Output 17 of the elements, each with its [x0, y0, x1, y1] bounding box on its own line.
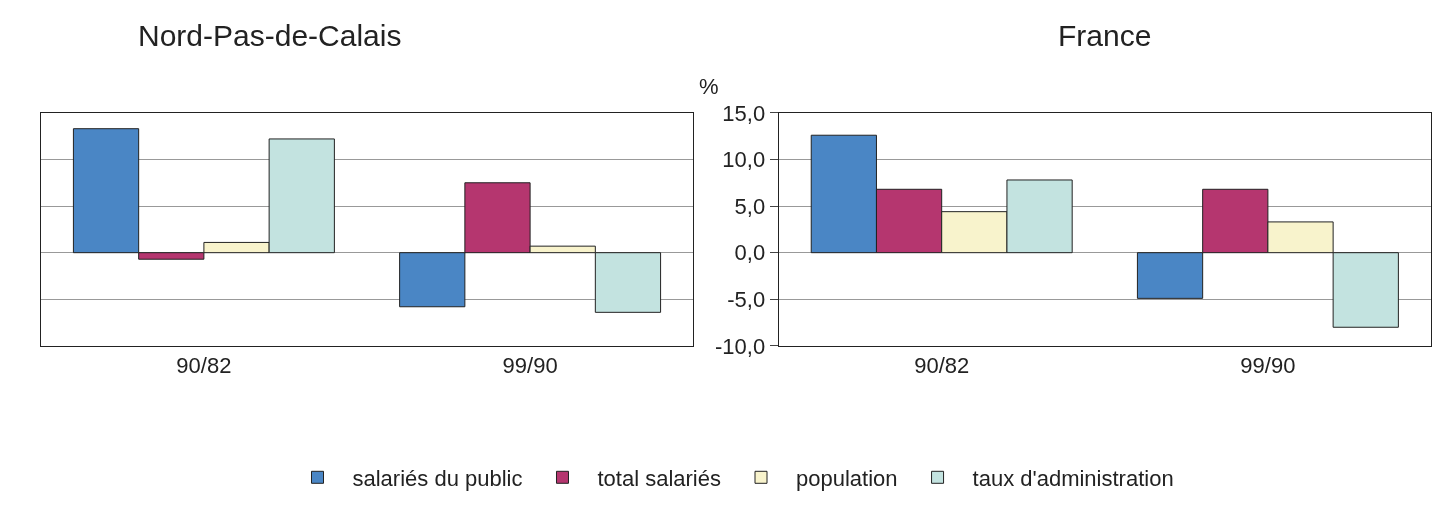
y-tick-label: 15,0	[722, 100, 766, 126]
y-tick-label: -5,0	[727, 286, 766, 312]
chart-title: France	[1058, 19, 1152, 52]
chart-title: Nord-Pas-de-Calais	[138, 19, 402, 52]
legend-label: taux d'administration	[972, 465, 1174, 491]
x-tick-label: 90/82	[914, 353, 970, 379]
x-tick-label: 90/82	[176, 353, 232, 379]
y-tick-label: 0,0	[734, 240, 766, 266]
y-tick-label: 5,0	[734, 193, 766, 219]
legend-label: total salariés	[597, 465, 721, 491]
y-tick-label: 10,0	[722, 147, 766, 173]
legend-label: population	[796, 465, 898, 491]
legend-label: salariés du public	[352, 465, 523, 491]
x-tick-label: 99/90	[502, 353, 558, 379]
y-tick-label: -10,0	[715, 333, 766, 359]
x-tick-label: 99/90	[1240, 353, 1296, 379]
y-axis-title: %	[699, 74, 719, 99]
